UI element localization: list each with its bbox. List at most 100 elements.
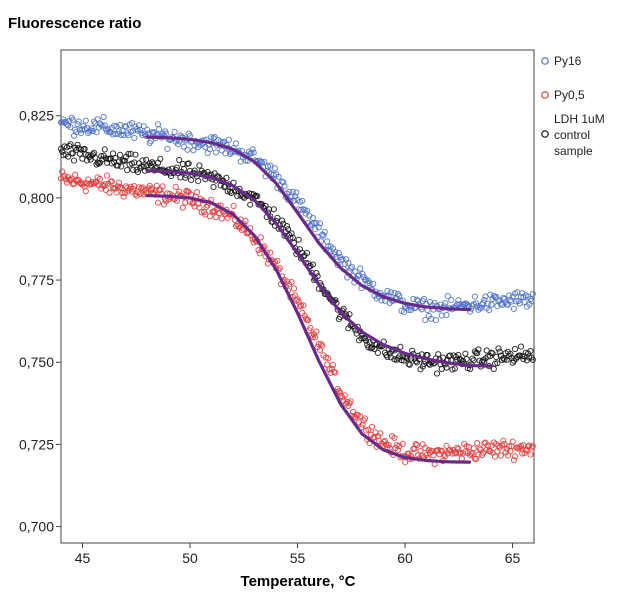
data-point [481, 297, 488, 304]
data-point [172, 183, 179, 190]
data-point [98, 121, 105, 129]
y-tick-label: 0,725 [19, 436, 54, 452]
data-point [347, 398, 354, 405]
data-point [370, 280, 377, 287]
x-tick-label: 55 [290, 550, 306, 566]
data-point [281, 183, 288, 190]
x-axis: 45 50 55 60 65 [75, 543, 521, 566]
data-point [345, 259, 352, 267]
y-tick-label: 0,800 [19, 190, 54, 206]
data-point [405, 306, 412, 313]
data-point [297, 302, 305, 309]
data-point [357, 265, 364, 272]
data-point [417, 448, 424, 455]
data-point [81, 145, 88, 153]
data-point [109, 150, 117, 157]
chart-title: Fluorescence ratio [8, 15, 141, 32]
data-point [312, 334, 319, 341]
data-point [104, 172, 111, 179]
data-point [288, 230, 295, 237]
data-point [374, 349, 381, 356]
data-point [448, 296, 455, 303]
data-point [405, 360, 412, 368]
data-point [137, 190, 144, 197]
data-point [519, 353, 526, 360]
data-point [512, 453, 519, 460]
data-point [261, 158, 268, 165]
data-point [477, 305, 484, 312]
data-point [250, 149, 257, 156]
data-point [471, 293, 478, 300]
data-point [520, 356, 527, 363]
data-point [94, 159, 101, 166]
data-point [232, 140, 240, 147]
data-point [305, 317, 312, 324]
data-point [470, 445, 477, 452]
data-point [299, 197, 306, 204]
legend-label-ldh-line2: control [554, 128, 590, 142]
data-point [444, 293, 451, 300]
data-point [496, 348, 503, 355]
data-point [512, 345, 519, 353]
data-point [527, 347, 534, 355]
data-point [340, 305, 347, 312]
data-point [316, 220, 324, 227]
y-axis: 0,700 0,725 0,750 0,775 0,800 0,825 [19, 108, 61, 535]
data-point [309, 334, 316, 341]
data-point [324, 361, 331, 368]
data-point [138, 185, 145, 192]
data-point [180, 143, 188, 150]
data-point [529, 356, 536, 363]
data-point [510, 305, 518, 312]
x-tick-label: 65 [505, 550, 521, 566]
data-point [413, 441, 420, 449]
data-point [335, 388, 342, 395]
data-point [501, 356, 508, 363]
data-point [108, 178, 115, 185]
data-point [157, 155, 164, 162]
data-point [391, 434, 398, 441]
data-point [65, 153, 72, 160]
data-point [270, 206, 277, 213]
data-point [326, 366, 333, 373]
data-point [206, 146, 214, 153]
data-point [130, 166, 137, 173]
data-point [319, 342, 326, 349]
data-point [331, 368, 338, 375]
data-point [188, 177, 195, 184]
data-point [315, 341, 322, 348]
data-point [254, 193, 261, 200]
data-point [248, 149, 255, 156]
data-point [476, 445, 483, 452]
data-point [242, 217, 249, 224]
data-point [501, 295, 508, 303]
data-point [510, 457, 518, 464]
data-point [454, 301, 461, 308]
data-point [293, 189, 300, 196]
legend-label-py16: Py16 [554, 54, 582, 68]
data-point [404, 355, 411, 362]
data-point [406, 361, 413, 368]
data-point [486, 306, 493, 314]
fit-curve-py0-5 [145, 194, 472, 464]
data-point [124, 167, 131, 174]
x-tick-label: 50 [182, 550, 198, 566]
data-point [232, 222, 240, 230]
data-point [115, 179, 123, 186]
data-point [407, 306, 415, 313]
data-point [443, 311, 450, 319]
data-point [368, 423, 376, 430]
data-point [262, 202, 269, 210]
data-point [101, 146, 108, 153]
data-point [385, 441, 392, 449]
data-point [117, 183, 124, 191]
legend-marker-ldh [541, 130, 549, 138]
data-point [267, 162, 274, 169]
data-point [381, 437, 389, 444]
data-point [519, 450, 526, 457]
y-tick-label: 0,775 [19, 272, 54, 288]
data-point [311, 220, 318, 227]
legend-marker-py16 [541, 57, 549, 65]
x-axis-label: Temperature, °C [241, 573, 356, 590]
data-point [195, 178, 202, 185]
